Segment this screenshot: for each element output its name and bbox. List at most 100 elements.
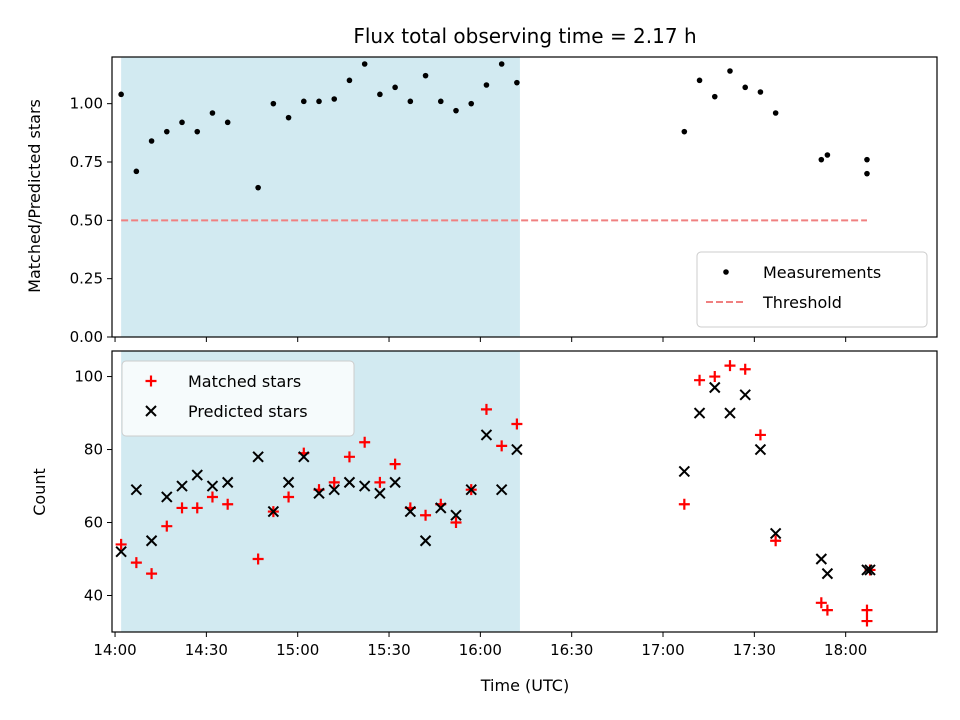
measurement-point	[514, 79, 520, 86]
matched-star-point	[709, 371, 721, 383]
predicted-star-point	[495, 483, 508, 496]
measurement-point	[270, 100, 277, 107]
measurement-point	[255, 184, 261, 191]
predicted-star-point	[821, 567, 834, 580]
matched-star-point	[146, 568, 158, 580]
measurement-point	[437, 98, 444, 105]
matched-star-point	[480, 403, 492, 415]
legend-measurement-marker	[723, 269, 729, 275]
measurement-point	[864, 170, 870, 177]
top-y-tick-label: 0.00	[70, 328, 103, 346]
top-y-axis-label: Matched/Predicted stars	[25, 99, 44, 293]
top-y-tick-label: 0.25	[70, 270, 103, 288]
predicted-star-point	[739, 389, 751, 401]
matched-star-point	[420, 509, 432, 521]
measurement-point	[483, 82, 490, 88]
measurement-point	[300, 98, 307, 105]
measurement-point	[772, 110, 779, 116]
predicted-star-point	[343, 476, 356, 489]
matched-star-point	[283, 491, 295, 503]
matched-star-point	[450, 517, 462, 529]
predicted-star-point	[358, 480, 371, 492]
x-tick-label: 17:30	[733, 641, 776, 659]
predicted-star-point	[465, 483, 477, 496]
predicted-star-point	[267, 505, 280, 518]
measurement-point	[133, 168, 140, 175]
predicted-star-point	[374, 487, 386, 500]
predicted-star-point	[389, 476, 401, 489]
predicted-star-point	[754, 443, 767, 456]
bottom-y-tick-label: 40	[84, 587, 103, 605]
x-tick-label: 16:00	[459, 641, 502, 659]
measurement-point	[209, 110, 216, 116]
x-axis-label: Time (UTC)	[480, 676, 569, 695]
predicted-star-point	[864, 564, 876, 576]
predicted-star-point	[115, 546, 127, 558]
matched-star-point	[678, 498, 690, 510]
matched-star-point	[176, 502, 188, 514]
measurement-point	[346, 77, 353, 84]
measurement-point	[824, 152, 831, 158]
predicted-star-point	[709, 381, 721, 394]
matched-star-point	[694, 374, 706, 386]
measurement-point	[118, 91, 124, 98]
measurement-point	[696, 77, 703, 84]
ratio-panel: 0.00 0.25 0.50 0.75 1.00 Measurements Threshol…	[70, 56, 938, 346]
legend-box	[121, 360, 355, 437]
bottom-legend: Matched stars Predicted stars	[121, 360, 355, 437]
measurement-point	[179, 119, 185, 126]
measurement-point	[742, 84, 749, 91]
predicted-star-point	[480, 429, 493, 441]
predicted-star-point	[130, 483, 143, 496]
matched-star-point	[161, 520, 173, 532]
top-axes-frame	[111, 56, 938, 338]
measurement-point	[377, 91, 383, 98]
bottom-series-predicted-stars	[115, 381, 876, 580]
predicted-star-point	[282, 476, 295, 489]
predicted-star-point	[511, 443, 523, 456]
legend-predicted-marker	[145, 405, 157, 417]
x-tick-label: 15:00	[276, 641, 319, 659]
x-tick-label: 14:00	[93, 641, 136, 659]
measurement-point	[316, 98, 322, 105]
measurement-point	[711, 93, 718, 100]
predicted-star-point	[298, 451, 310, 463]
predicted-star-point	[145, 535, 158, 547]
matched-star-point	[724, 360, 736, 372]
chart-title: Flux total observing time = 2.17 h	[353, 24, 696, 48]
count-panel: 14:00 14:30 15:00 15:30 16:00 16:30 17:00 17:30…	[74, 350, 938, 659]
predicted-star-point	[161, 491, 173, 503]
predicted-star-point	[693, 407, 706, 419]
measurement-point	[422, 72, 429, 79]
measurement-point	[194, 128, 201, 135]
matched-star-point	[821, 604, 833, 616]
bottom-y-axis-label: Count	[30, 468, 49, 516]
predicted-star-point	[328, 483, 340, 496]
top-y-tick-label: 0.75	[70, 153, 103, 171]
matched-star-point	[815, 597, 827, 609]
predicted-star-point	[678, 465, 691, 478]
matched-star-point	[770, 535, 782, 547]
predicted-star-point	[252, 451, 264, 463]
predicted-star-point	[176, 480, 188, 492]
measurement-point	[681, 128, 688, 135]
predicted-star-point	[861, 564, 873, 576]
matched-star-point	[328, 476, 340, 488]
x-tick-label: 17:00	[641, 641, 684, 659]
measurement-point	[148, 138, 155, 144]
matched-star-point	[739, 363, 751, 375]
matched-star-point	[861, 615, 873, 627]
predicted-star-point	[313, 487, 325, 500]
matched-star-point	[343, 451, 355, 463]
measurement-point	[468, 100, 475, 107]
matched-star-point	[496, 440, 508, 452]
top-series-measurements	[118, 61, 870, 191]
x-tick-label: 15:30	[367, 641, 410, 659]
bottom-y-tick-label: 80	[84, 441, 103, 459]
bottom-series-matched-stars	[115, 360, 876, 627]
matched-star-point	[861, 604, 873, 616]
measurement-point	[407, 98, 414, 105]
predicted-star-point	[769, 527, 782, 540]
matched-star-point	[359, 436, 371, 448]
matched-star-point	[252, 553, 264, 565]
